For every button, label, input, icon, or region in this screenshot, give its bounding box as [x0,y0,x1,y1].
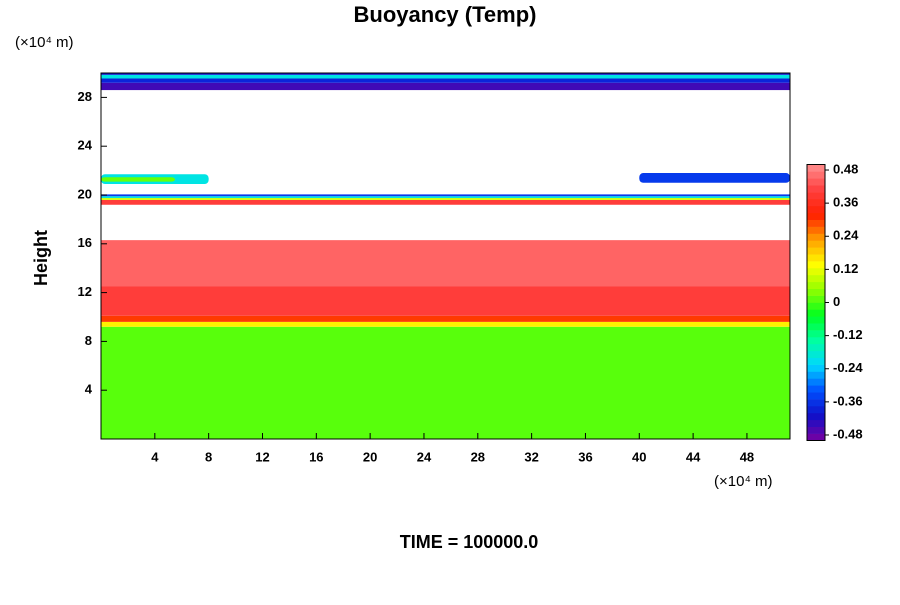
colorbar-cell [807,199,825,207]
colorbar-cell [807,205,825,214]
x-tick-label: 32 [524,449,538,464]
colorbar-cell [807,399,825,407]
y-tick-label: 12 [78,284,92,299]
colorbar-cell [807,385,825,393]
y-tick-label: 16 [78,235,92,250]
colorbar-cell [807,295,825,303]
colorbar-tick-label: 0.48 [833,161,858,176]
colorbar-tick-label: 0 [833,294,840,309]
x-tick-label: 48 [740,449,754,464]
x-unit: (×10⁴ m) [714,473,773,490]
colorbar-cell [807,233,825,241]
contour-region [101,321,790,327]
colorbar-tick-label: -0.12 [833,327,863,342]
contour-region [101,82,790,91]
y-unit: (×10⁴ m) [15,34,74,51]
contour-region [101,78,790,83]
colorbar-cell [807,316,825,324]
contour-region [639,173,790,183]
colorbar-cell [807,433,825,441]
y-axis-label: Height [31,230,51,286]
contour-region [101,240,790,287]
colorbar-cell [807,254,825,262]
colorbar-tick-label: 0.24 [833,228,859,243]
colorbar-cell [807,337,825,345]
contour-region [101,73,790,75]
colorbar-tick-label: -0.36 [833,393,863,408]
y-tick-label: 28 [78,89,92,104]
colorbar-cell [807,268,825,276]
colorbar-tick-label: 0.36 [833,195,858,210]
colorbar-cell [807,357,825,365]
x-tick-label: 40 [632,449,646,464]
contour-region [101,196,790,199]
y-tick-label: 8 [85,333,92,348]
colorbar-cell [807,185,825,193]
y-tick-label: 24 [78,138,93,153]
x-tick-label: 28 [471,449,485,464]
colorbar-cell [807,219,825,227]
colorbar-cell [807,274,825,283]
y-tick-label: 20 [78,186,92,201]
colorbar-cell [807,178,825,186]
colorbar-cell [807,192,825,200]
colorbar-cell [807,247,825,255]
x-tick-label: 4 [151,449,159,464]
contour-region [101,286,790,316]
colorbar-tick-label: 0.12 [833,261,858,276]
x-tick-label: 20 [363,449,377,464]
x-tick-label: 16 [309,449,323,464]
contour-region [101,326,790,439]
x-tick-label: 24 [417,449,432,464]
x-tick-label: 44 [686,449,701,464]
colorbar-cell [807,240,825,248]
contour-region [101,199,790,205]
colorbar-cell [807,392,825,400]
colorbar-cell [807,350,825,358]
colorbar-cell [807,419,825,427]
x-tick-label: 8 [205,449,212,464]
colorbar-cell [807,330,825,338]
colorbar-cell [807,343,825,352]
colorbar-cell [807,378,825,386]
colorbar-cell [807,406,825,414]
contour-region [101,194,790,197]
contour-region [101,198,790,200]
colorbar-cell [807,261,825,269]
colorbar-cell [807,226,825,234]
colorbar-cell [807,164,825,172]
x-tick-label: 36 [578,449,592,464]
colorbar-cell [807,323,825,331]
contour-region [101,315,790,322]
colorbar-cell [807,309,825,317]
colorbar-tick-label: -0.24 [833,360,863,375]
colorbar-cell [807,212,825,220]
colorbar-tick-label: -0.48 [833,426,863,441]
colorbar-cell [807,412,825,421]
colorbar-cell [807,288,825,296]
chart-title: Buoyancy (Temp) [354,2,537,27]
footer: TIME = 100000.0 [400,532,539,552]
contour-region [101,74,790,79]
colorbar-cell [807,364,825,372]
contour-region [101,177,176,182]
y-tick-label: 4 [85,382,93,397]
colorbar-cell [807,371,825,379]
plot-frame [100,72,791,440]
colorbar-cell [807,426,825,434]
colorbar-cell [807,281,825,289]
colorbar-cell [807,171,825,179]
colorbar-cell [807,302,825,310]
x-tick-label: 12 [255,449,269,464]
